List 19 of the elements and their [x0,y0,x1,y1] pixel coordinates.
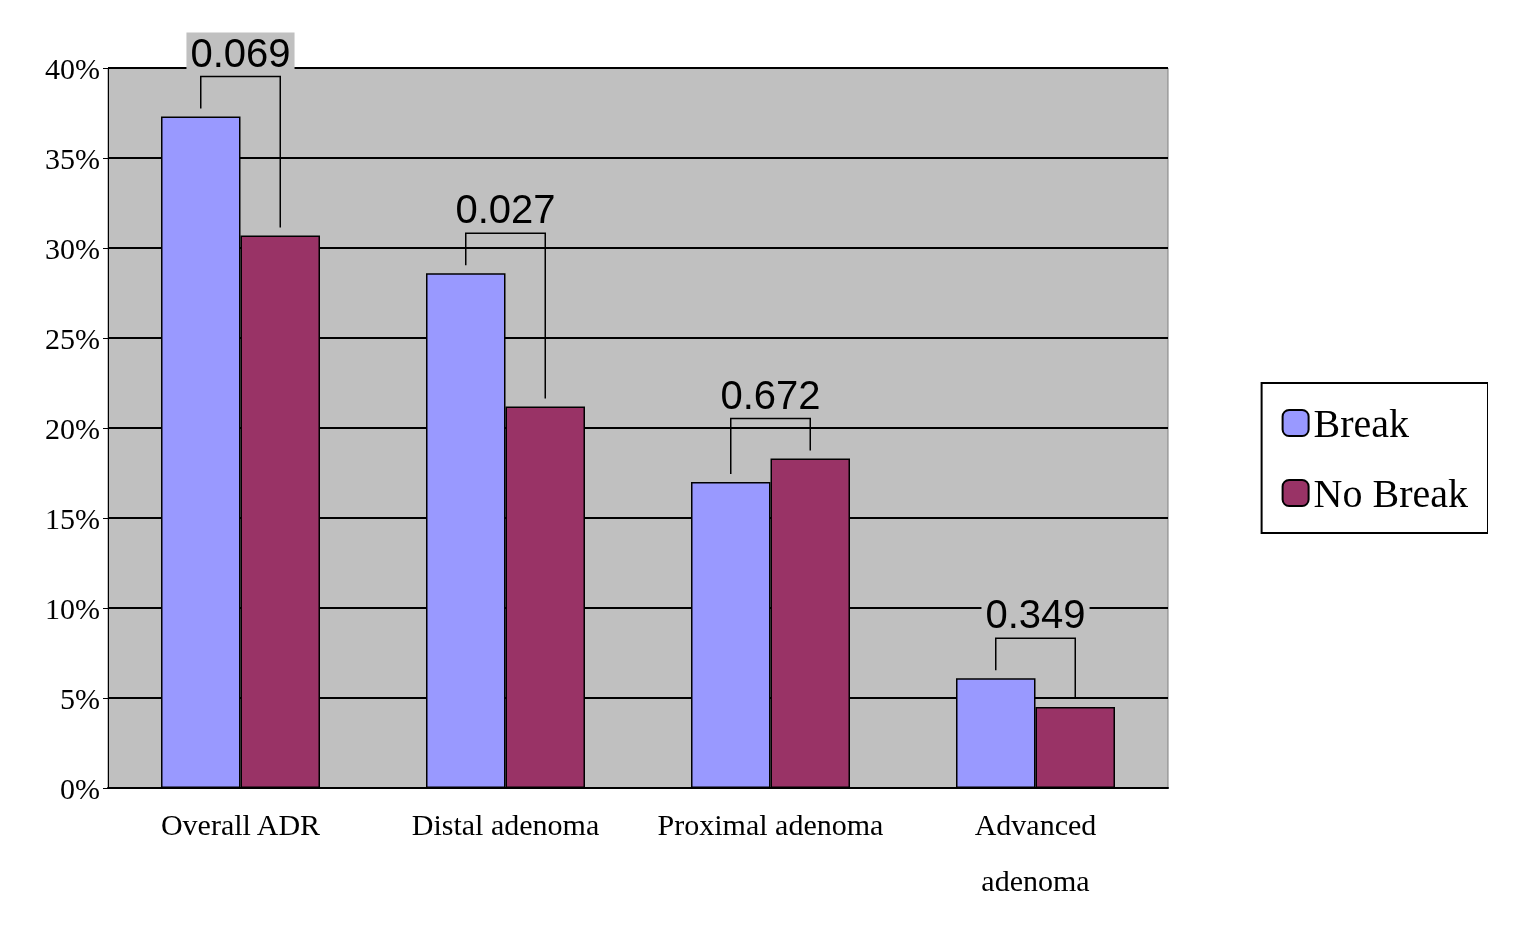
annotation: 0.069 [190,30,291,75]
y-tick-label: 15% [45,501,100,535]
x-tick-label: Overall ADR [160,807,321,841]
y-tick-label: 35% [45,141,100,175]
legend-label: Break [1313,400,1410,446]
y-tick-label: 5% [60,681,100,715]
y-tick-label: 0% [60,771,100,805]
y-tick-label: 30% [45,231,100,265]
annotation: 0.027 [455,187,556,232]
legend-label: No Break [1313,470,1469,516]
y-tick-label: 10% [45,591,100,625]
y-tick-label: 40% [45,51,100,85]
x-tick-label: Distal adenoma [411,807,600,841]
y-tick-label: 20% [45,411,100,445]
annotation: 0.672 [720,372,821,417]
x-tick-label: Proximal adenoma [657,807,884,841]
x-tick-label: Advanced adenoma [974,807,1097,897]
y-tick-label: 25% [45,321,100,355]
annotation: 0.349 [985,592,1086,637]
